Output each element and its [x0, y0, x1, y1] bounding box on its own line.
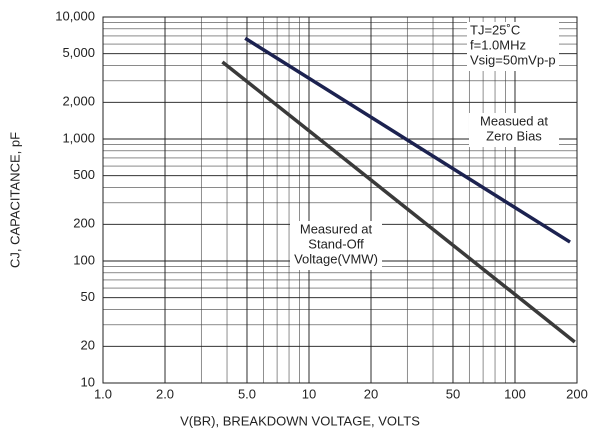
annotation: Stand-Off	[308, 236, 364, 251]
x-tick-label: 200	[566, 386, 588, 401]
annotation: f=1.0MHz	[470, 37, 526, 52]
y-tick-label: 1,000	[62, 130, 95, 145]
annotation: TJ=25˚C	[470, 22, 520, 37]
x-axis-label: V(BR), BREAKDOWN VOLTAGE, VOLTS	[180, 413, 420, 428]
plot-frame	[102, 16, 578, 384]
y-tick-label: 100	[73, 252, 95, 267]
annotation-background	[467, 22, 559, 71]
y-tick-label: 10	[81, 374, 95, 389]
y-tick-label: 2,000	[62, 94, 95, 109]
y-tick-label: 10,000	[55, 8, 95, 23]
annotation: Zero Bias	[486, 128, 542, 143]
x-tick-label: 5.0	[238, 386, 256, 401]
x-tick-label: 50	[446, 386, 460, 401]
x-tick-label: 100	[504, 386, 526, 401]
annotation-background	[469, 113, 559, 147]
annotation: Measued at	[480, 113, 548, 128]
y-tick-label: 20	[81, 338, 95, 353]
x-tick-label: 10	[302, 386, 316, 401]
y-tick-label: 5,000	[62, 45, 95, 60]
annotation: Measured at	[300, 221, 373, 236]
x-tick-label: 1.0	[94, 386, 112, 401]
x-tick-label: 20	[364, 386, 378, 401]
annotation: Voltage(VMW)	[294, 251, 378, 266]
x-tick-label: 2.0	[156, 386, 174, 401]
annotation-background	[290, 221, 382, 270]
y-tick-label: 200	[73, 216, 95, 231]
y-tick-label: 50	[81, 289, 95, 304]
y-tick-label: 500	[73, 167, 95, 182]
line	[221, 60, 576, 344]
annotation: Vsig=50mVp-p	[470, 52, 556, 67]
y-axis-label: CJ, CAPACITANCE, pF	[7, 132, 22, 268]
line	[244, 36, 571, 244]
